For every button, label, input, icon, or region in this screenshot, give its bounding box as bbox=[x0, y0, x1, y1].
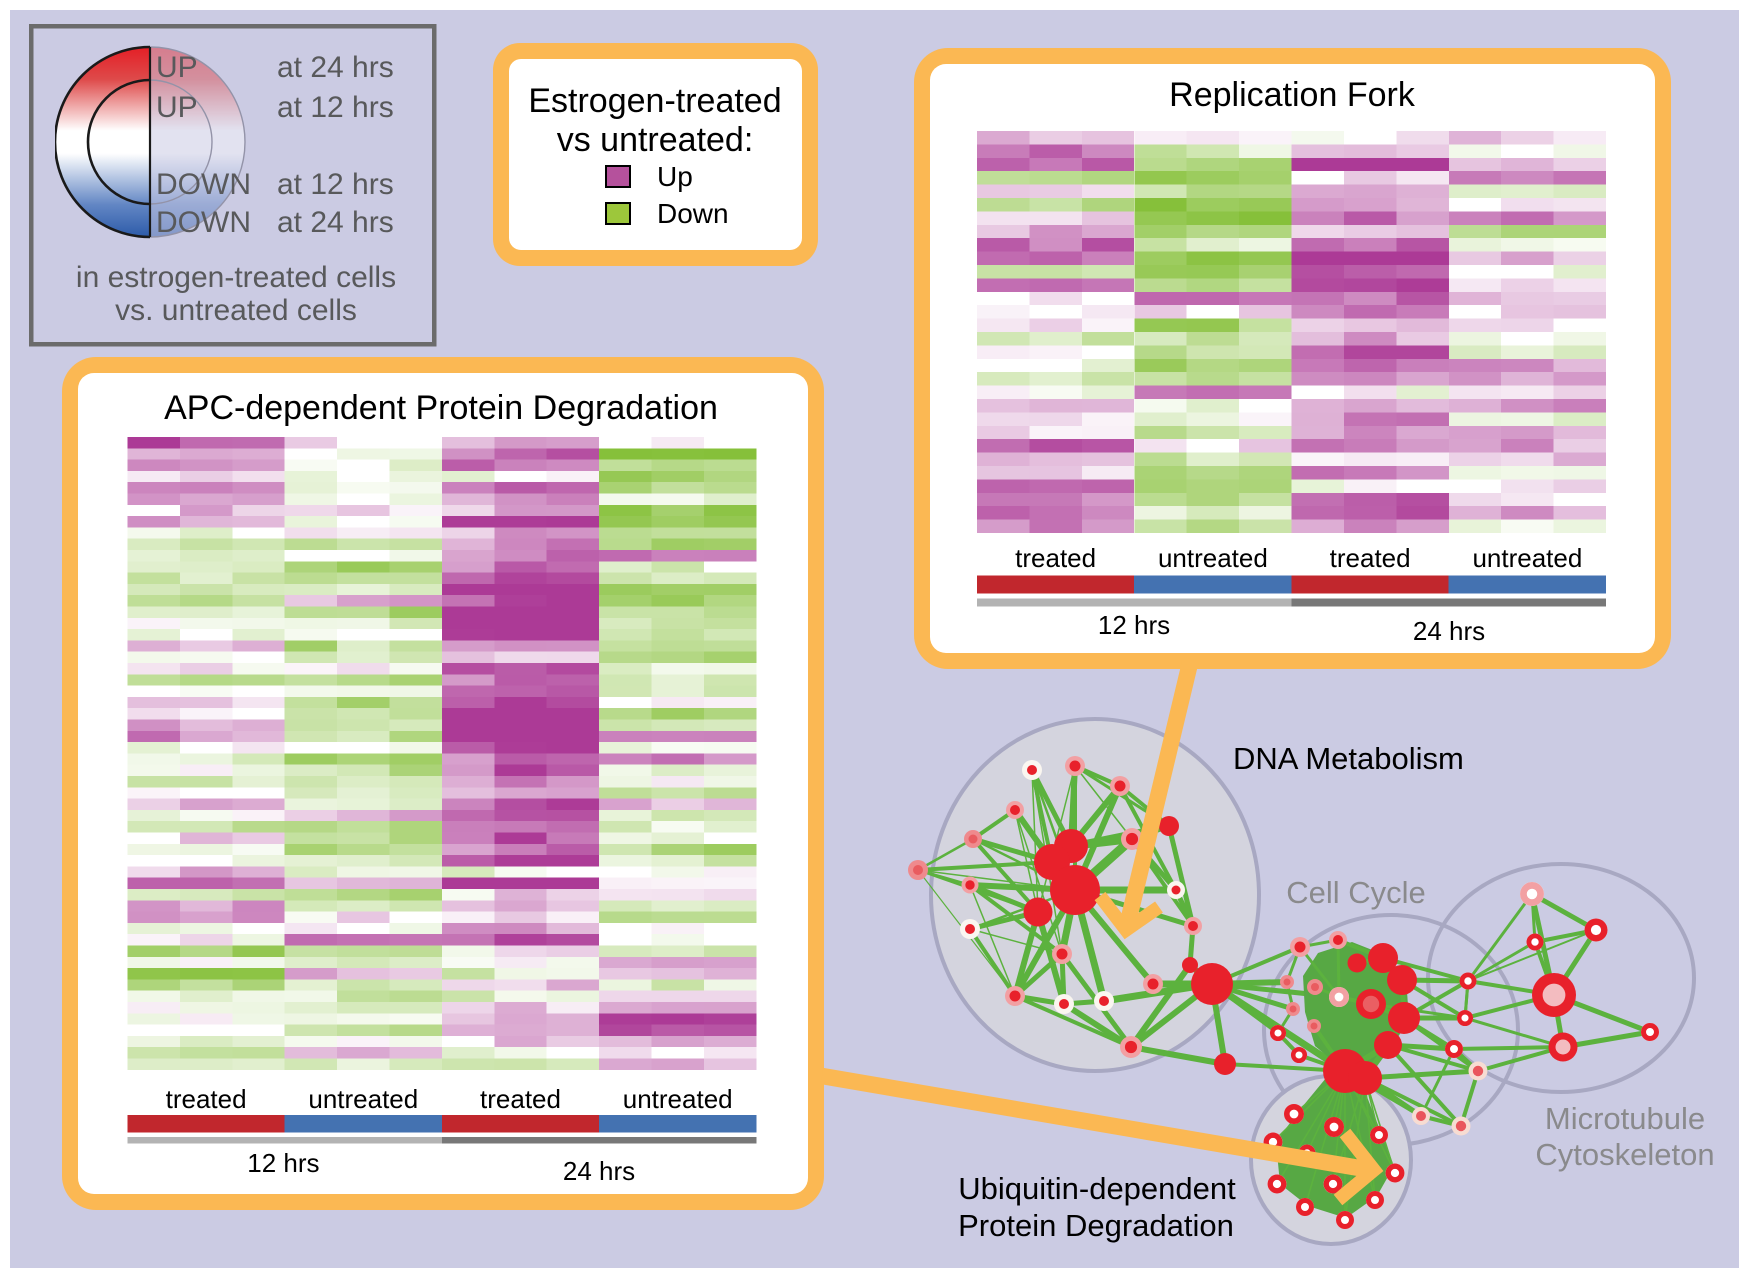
svg-text:Protein Degradation: Protein Degradation bbox=[958, 1208, 1234, 1243]
svg-text:12 hrs: 12 hrs bbox=[247, 1148, 319, 1178]
svg-text:Cytoskeleton: Cytoskeleton bbox=[1535, 1137, 1714, 1172]
svg-text:Replication Fork: Replication Fork bbox=[1169, 76, 1416, 114]
svg-text:Microtubule: Microtubule bbox=[1545, 1101, 1705, 1136]
svg-text:treated: treated bbox=[166, 1084, 247, 1114]
svg-text:Up: Up bbox=[657, 161, 693, 192]
svg-text:Down: Down bbox=[657, 198, 729, 229]
svg-text:UP: UP bbox=[156, 91, 198, 124]
svg-text:APC-dependent Protein Degradat: APC-dependent Protein Degradation bbox=[164, 389, 718, 427]
svg-text:DOWN: DOWN bbox=[156, 206, 251, 239]
svg-text:at 12 hrs: at 12 hrs bbox=[277, 168, 394, 201]
svg-text:vs untreated:: vs untreated: bbox=[557, 121, 754, 159]
svg-text:in estrogen-treated cells: in estrogen-treated cells bbox=[76, 261, 396, 294]
svg-text:untreated: untreated bbox=[308, 1084, 418, 1114]
svg-text:24 hrs: 24 hrs bbox=[1413, 616, 1485, 646]
svg-text:UP: UP bbox=[156, 51, 198, 84]
svg-text:at 12 hrs: at 12 hrs bbox=[277, 91, 394, 124]
svg-text:untreated: untreated bbox=[1158, 543, 1268, 573]
svg-text:DNA Metabolism: DNA Metabolism bbox=[1233, 741, 1464, 776]
svg-text:treated: treated bbox=[1015, 543, 1096, 573]
svg-text:untreated: untreated bbox=[1472, 543, 1582, 573]
svg-text:untreated: untreated bbox=[623, 1084, 733, 1114]
svg-text:Cell Cycle: Cell Cycle bbox=[1286, 875, 1426, 910]
svg-text:treated: treated bbox=[1330, 543, 1411, 573]
svg-text:DOWN: DOWN bbox=[156, 168, 251, 201]
svg-text:Estrogen-treated: Estrogen-treated bbox=[528, 82, 781, 120]
svg-text:at 24 hrs: at 24 hrs bbox=[277, 206, 394, 239]
svg-text:Ubiquitin-dependent: Ubiquitin-dependent bbox=[958, 1171, 1236, 1206]
svg-text:at 24 hrs: at 24 hrs bbox=[277, 51, 394, 84]
svg-text:treated: treated bbox=[480, 1084, 561, 1114]
svg-text:24 hrs: 24 hrs bbox=[563, 1156, 635, 1186]
svg-text:vs. untreated cells: vs. untreated cells bbox=[115, 294, 357, 327]
svg-text:12 hrs: 12 hrs bbox=[1098, 610, 1170, 640]
